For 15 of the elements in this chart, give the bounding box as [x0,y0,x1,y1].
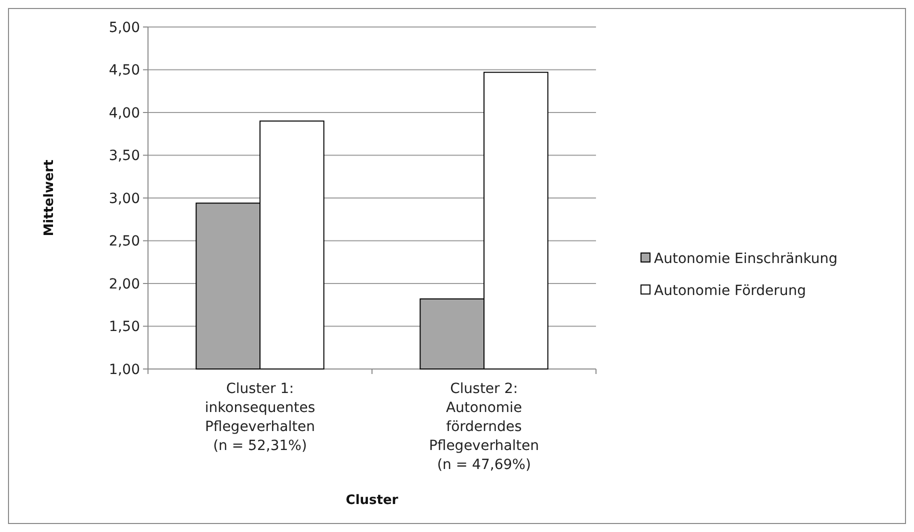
y-tick-label: 1,50 [108,319,140,336]
y-tick-label: 3,00 [108,190,140,207]
y-tick-label: 2,50 [108,234,140,250]
y-tick-label: 2,00 [108,276,140,292]
legend-label: Autonomie Einschränkung [654,250,838,267]
x-tick-label: Cluster 1: inkonsequentes Pflegeverhalten (n = 52,31%) [204,381,316,454]
y-tick-label: 4,00 [108,105,140,122]
y-tick-label: 3,50 [108,148,140,164]
y-tick-label: 4,50 [108,62,140,79]
y-tick-label: 5,00 [108,20,140,36]
x-axis-title: Cluster [346,493,399,508]
legend-label: Autonomie Förderung [654,282,806,299]
x-tick-label: Cluster 2: Autonomie förderndes Pflegeverhalten (n = 47,69%) [428,381,540,473]
y-tick-label: 1,00 [108,362,140,378]
y-axis-title: Mittelwert [42,160,57,236]
